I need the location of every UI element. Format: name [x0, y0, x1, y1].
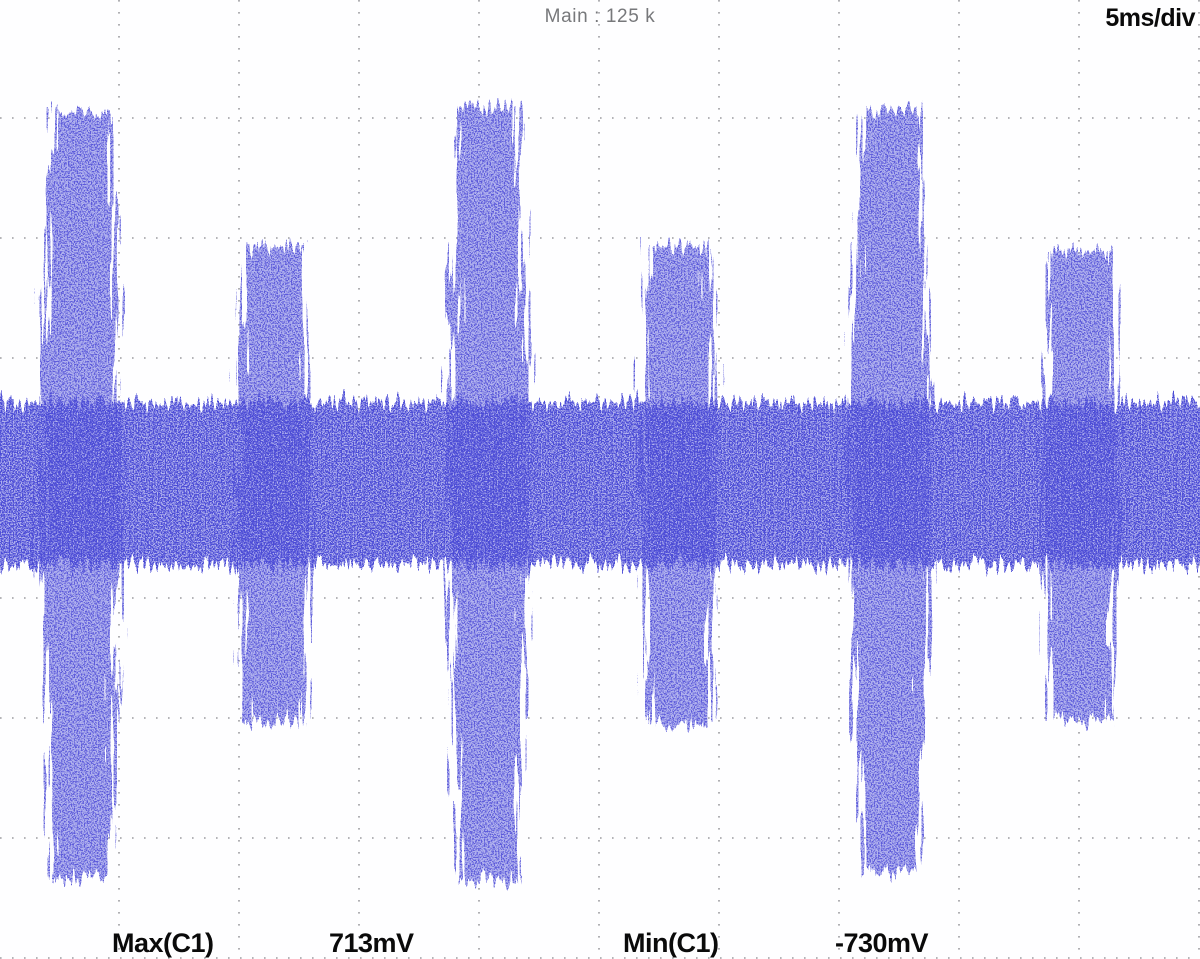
measurement-max-label: Max(C1)	[112, 928, 214, 958]
timebase-label: 5ms/div	[1105, 4, 1195, 32]
record-length-label: Main : 125 k	[544, 6, 656, 27]
channel1-trace	[0, 107, 1200, 880]
measurement-min-label: Min(C1)	[623, 928, 719, 958]
measurement-min-value: -730mV	[835, 928, 929, 958]
baseline-noise-speckle	[0, 403, 1200, 565]
measurement-max-value: 713mV	[329, 928, 414, 958]
